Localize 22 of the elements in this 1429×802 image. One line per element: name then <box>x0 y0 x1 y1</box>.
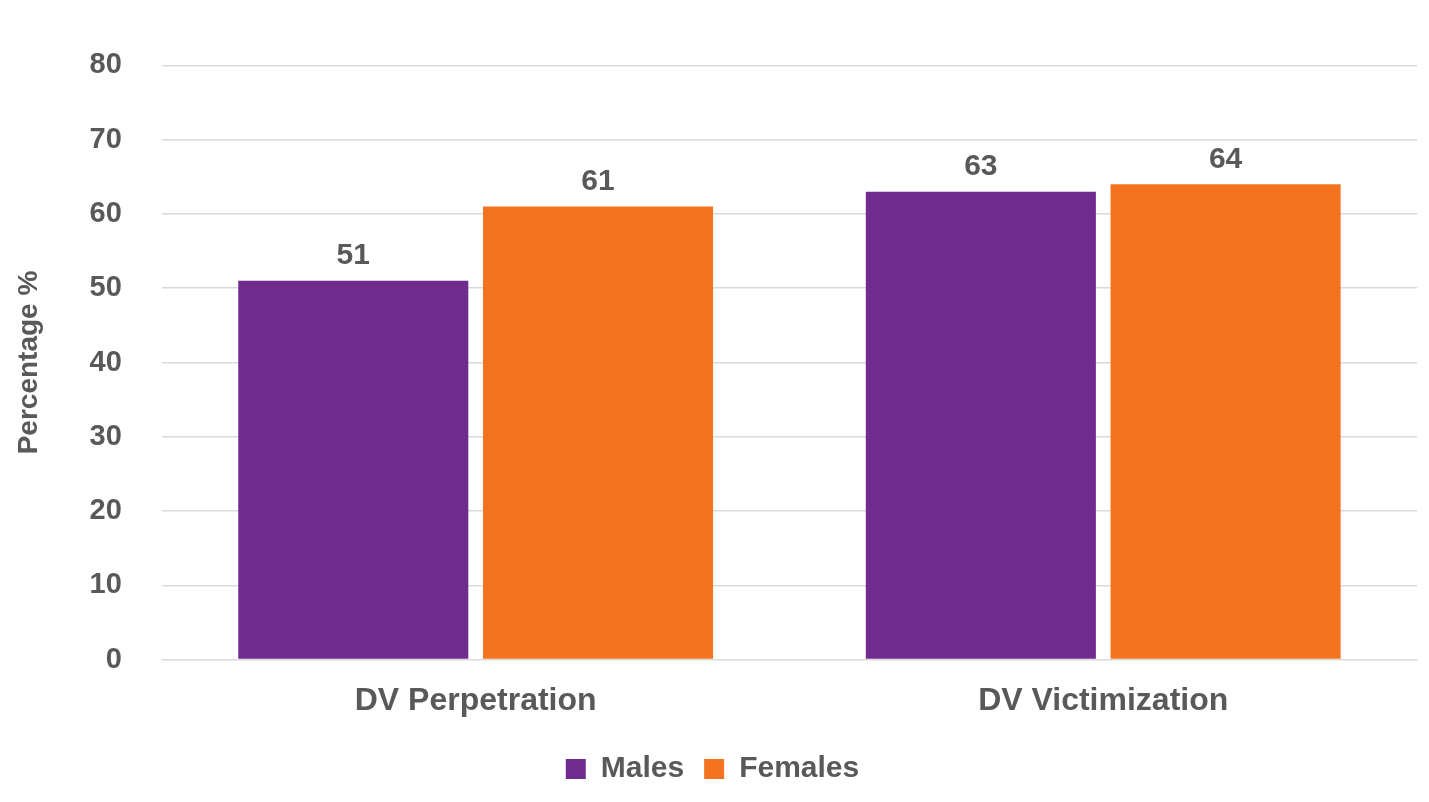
legend-label: Males <box>600 750 685 784</box>
legend-label: Females <box>739 750 860 784</box>
data-label: 51 <box>336 237 370 271</box>
x-tick-label: DV Victimization <box>978 680 1229 717</box>
y-tick-label: 70 <box>89 121 122 154</box>
y-axis-title: Percentage % <box>11 270 43 455</box>
data-label: 61 <box>581 162 615 196</box>
y-tick-label: 30 <box>89 418 122 451</box>
y-tick-label: 0 <box>105 641 122 674</box>
bar <box>482 206 714 659</box>
data-label: 63 <box>964 147 998 181</box>
y-tick-label: 20 <box>89 493 122 526</box>
x-tick-label: DV Perpetration <box>354 680 597 717</box>
bar <box>238 280 469 659</box>
y-tick-label: 80 <box>89 47 122 80</box>
bar <box>865 191 1096 659</box>
y-tick-label: 50 <box>89 270 122 303</box>
bar <box>1110 184 1341 659</box>
data-label: 64 <box>1208 140 1243 174</box>
y-tick-label: 60 <box>89 195 122 228</box>
y-tick-label: 40 <box>89 344 122 377</box>
y-tick-label: 10 <box>89 567 122 600</box>
